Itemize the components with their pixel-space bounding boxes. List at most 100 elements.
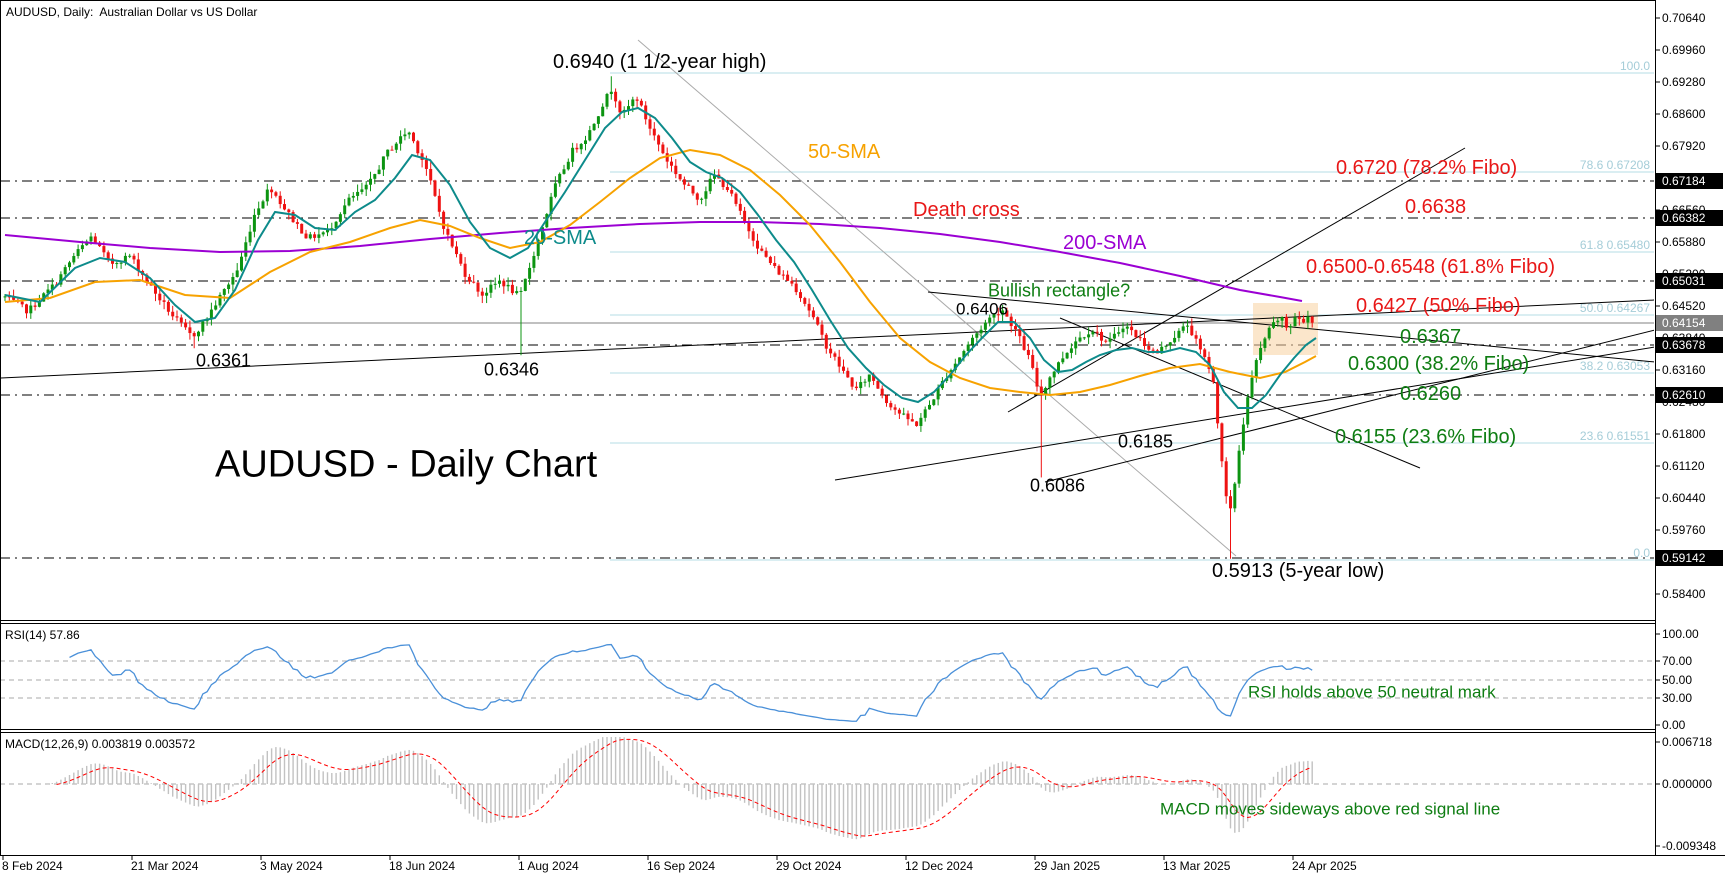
rsi-axis-label: 100.00 [1662,627,1699,641]
price-axis-label: 0.59760 [1662,523,1706,537]
fibo-line-label: 38.2 0.63053 [1580,359,1650,373]
candle-body [175,316,179,318]
candle-body [433,180,437,196]
candle-body [850,377,854,387]
annotation-fibo-236-label: 0.6155 (23.6% Fibo) [1335,426,1516,448]
candle-body [248,231,252,243]
candle-body [988,317,992,323]
candle-body [1181,326,1185,331]
rsi-axis-label: 30.00 [1662,691,1692,705]
candle-body [304,233,308,239]
price-axis-label: 0.69960 [1662,43,1706,57]
candle-body [1134,330,1138,338]
candle-body [25,304,28,314]
annotation-bullish-rect-label: Bullish rectangle? [988,280,1130,300]
annotation-lvl-06260: 0.6260 [1400,383,1461,405]
candle-body [639,100,643,106]
date-axis-label: 3 May 2024 [260,859,323,873]
candle-body [442,211,446,229]
candle-body [1250,377,1254,398]
candle-body [197,331,200,337]
date-axis-label: 24 Apr 2025 [1292,859,1357,873]
candle-body [1190,325,1194,336]
candle-body [463,263,467,277]
candle-body [1026,349,1030,356]
annotation-death-cross: Death cross [913,199,1020,221]
candle-body [1267,327,1271,339]
candle-body [588,130,592,141]
candle-body [59,274,63,285]
candle-body [592,123,596,131]
candle-body [132,255,136,260]
candle-body [399,136,403,144]
candle-body [609,91,613,95]
candle-body [1306,316,1310,323]
candle-body [648,119,652,129]
candle-body [876,380,880,389]
candle-body [321,232,325,235]
macd-axis-label: 0.000000 [1662,777,1712,791]
candle-body [661,144,665,154]
macd-pane-label: MACD(12,26,9) 0.003819 0.003572 [5,737,196,751]
candle-body [287,209,291,213]
candle-body [674,165,678,175]
candle-body [1297,317,1301,319]
macd-pane[interactable] [0,737,1655,840]
candle-body [1018,329,1022,337]
candle-body [596,116,600,124]
candle-body [1039,386,1043,395]
sma-50-line [4,148,1317,397]
candle-body [811,310,815,318]
candle-body [1100,331,1103,341]
candle-body [46,289,50,294]
trendline [637,39,1237,557]
date-axis-label: 16 Sep 2024 [647,859,715,873]
candle-body [1112,333,1116,339]
candle-body [1001,310,1005,315]
date-axis-label: 12 Dec 2024 [905,859,973,873]
candle-body [420,153,424,160]
candle-body [485,292,489,296]
candle-body [1117,332,1121,334]
candle-body [635,99,639,101]
candle-body [1125,326,1129,329]
candle-body [678,174,682,180]
candle-body [872,374,876,381]
candle-body [498,280,501,284]
candle-body [936,388,940,400]
level-price-label: 0.63678 [1662,338,1706,352]
candle-body [614,91,618,102]
candle-body [867,374,871,382]
candle-body [558,173,562,184]
candle-body [700,198,704,200]
candle-body [227,284,231,290]
candle-body [670,161,673,166]
annotation-fibo-50-label: 0.6427 (50% Fibo) [1356,295,1521,317]
candle-body [412,132,415,142]
candle-body [893,407,897,410]
candle-body [261,201,265,209]
price-axis-label: 0.67920 [1662,139,1706,153]
candle-body [429,168,433,181]
candle-body [80,245,84,250]
candle-body [979,329,983,334]
fibo-line-label: 0.0 [1633,546,1650,560]
price-pane[interactable]: 100.0 78.6 0.67208 61.8 0.65480 50.0 0.6426… [0,39,1655,561]
candle-body [1173,337,1177,343]
candle-body [472,281,476,283]
candle-body [764,250,768,257]
fibo-line-label: 78.6 0.67208 [1580,158,1650,172]
candle-body [446,228,450,235]
candle-body [713,174,716,179]
candle-body [738,203,742,211]
candle-body [162,300,166,302]
annotation-fibo-618-label: 0.6500-0.6548 (61.8% Fibo) [1306,256,1555,278]
candle-body [863,381,867,383]
candle-body [906,413,910,420]
candle-body [235,270,239,278]
date-axis-label: 18 Jun 2024 [389,859,455,873]
candle-body [476,282,480,292]
rsi-pane[interactable] [0,643,1655,722]
